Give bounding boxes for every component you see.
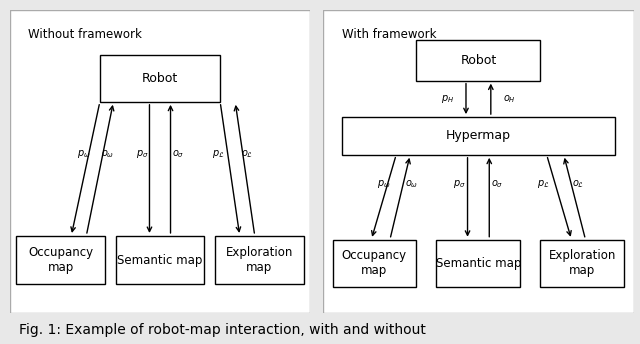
Text: $p_\omega$: $p_\omega$: [77, 148, 90, 160]
Text: $p_H$: $p_H$: [441, 93, 454, 105]
Text: $o_\omega$: $o_\omega$: [405, 178, 419, 190]
Text: $o_\mathcal{L}$: $o_\mathcal{L}$: [241, 148, 253, 160]
Bar: [17, 236, 105, 284]
Text: $p_\omega$: $p_\omega$: [377, 178, 390, 190]
Text: $o_\omega$: $o_\omega$: [100, 148, 114, 160]
Text: $p_\sigma$: $p_\sigma$: [136, 148, 148, 160]
Text: Fig. 1: Example of robot-map interaction, with and without: Fig. 1: Example of robot-map interaction…: [19, 323, 426, 336]
Text: Robot: Robot: [142, 72, 178, 85]
Text: Without framework: Without framework: [28, 29, 141, 42]
Text: $o_\mathcal{L}$: $o_\mathcal{L}$: [572, 178, 584, 190]
Text: Semantic map: Semantic map: [117, 254, 203, 267]
Bar: [436, 240, 520, 287]
Bar: [417, 40, 540, 81]
Text: $p_\mathcal{L}$: $p_\mathcal{L}$: [212, 148, 225, 160]
Bar: [100, 55, 220, 102]
Text: $o_H$: $o_H$: [503, 93, 516, 105]
Text: Hypermap: Hypermap: [446, 129, 511, 142]
Bar: [540, 240, 624, 287]
Text: Exploration
map: Exploration map: [225, 246, 293, 274]
Text: Occupancy
map: Occupancy map: [28, 246, 93, 274]
Text: Occupancy
map: Occupancy map: [342, 249, 407, 277]
Text: Robot: Robot: [460, 54, 497, 67]
Text: Semantic map: Semantic map: [436, 257, 521, 270]
Text: With framework: With framework: [342, 29, 436, 42]
Text: $o_\sigma$: $o_\sigma$: [491, 178, 503, 190]
Bar: [342, 117, 615, 155]
Bar: [116, 236, 204, 284]
Text: $o_\sigma$: $o_\sigma$: [172, 148, 184, 160]
Text: $p_\sigma$: $p_\sigma$: [453, 178, 466, 190]
Text: Exploration
map: Exploration map: [548, 249, 616, 277]
Bar: [333, 240, 417, 287]
Text: $p_\mathcal{L}$: $p_\mathcal{L}$: [538, 178, 550, 190]
Bar: [215, 236, 303, 284]
